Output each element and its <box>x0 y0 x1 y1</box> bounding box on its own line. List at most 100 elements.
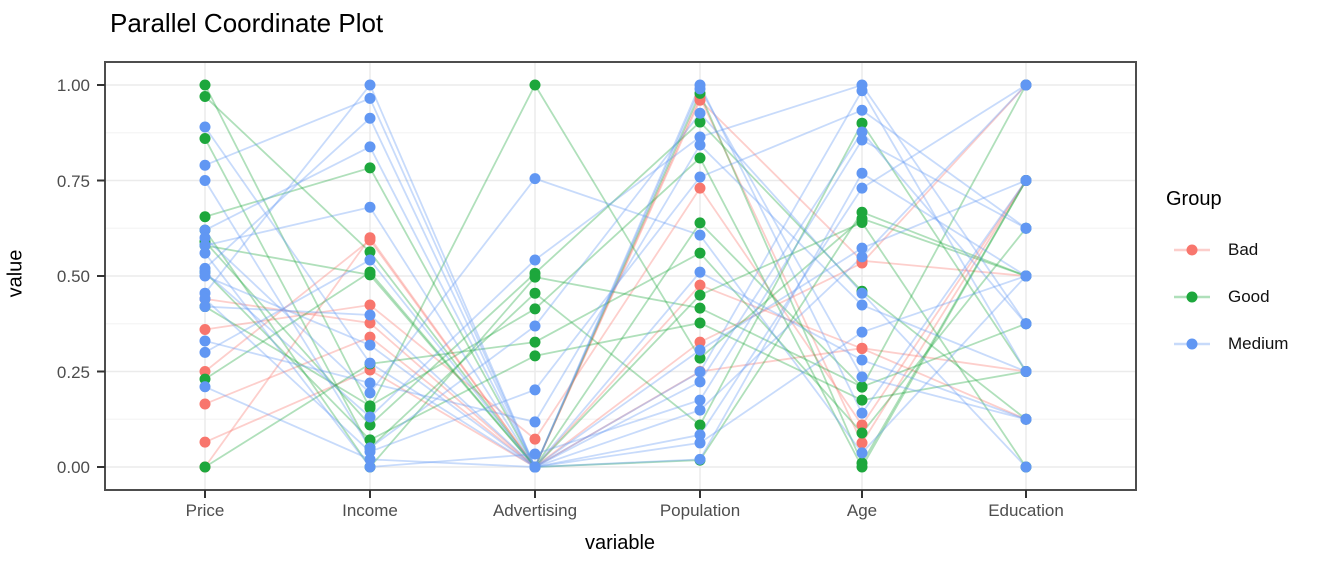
y-tick-label: 0.25 <box>56 362 90 382</box>
data-point-medium <box>1020 413 1032 425</box>
data-line-good <box>204 227 1027 468</box>
data-point-good <box>529 287 541 299</box>
y-tick-label: 0.50 <box>56 267 90 286</box>
data-point-medium <box>694 344 706 356</box>
data-point-bad <box>199 323 211 335</box>
data-line-bad <box>204 98 1027 469</box>
data-point-medium <box>364 201 376 213</box>
data-point-good <box>694 152 706 164</box>
data-point-medium <box>694 171 706 183</box>
data-point-medium <box>199 121 211 133</box>
data-point-good <box>364 246 376 258</box>
data-line-medium <box>204 179 1027 469</box>
data-point-medium <box>199 335 211 347</box>
legend-entry-good: Good <box>1172 285 1270 309</box>
data-point-good <box>364 266 376 278</box>
data-line-medium <box>204 171 1027 468</box>
data-point-medium <box>856 134 868 146</box>
data-point-bad <box>856 343 868 355</box>
data-point-medium <box>529 384 541 396</box>
data-point-medium <box>1020 318 1032 330</box>
data-point-medium <box>364 79 376 91</box>
data-point-medium <box>856 182 868 194</box>
data-line-good <box>204 229 1027 469</box>
data-line-bad <box>204 95 1027 469</box>
data-point-medium <box>694 139 706 151</box>
legend-entry-label: Good <box>1228 287 1270 306</box>
data-point-medium <box>199 301 211 313</box>
y-tick-label: 0.00 <box>56 458 90 477</box>
data-point-good <box>529 79 541 91</box>
data-point-good <box>694 352 706 364</box>
data-point-good <box>199 90 211 102</box>
x-axis-title: variable <box>584 532 656 554</box>
data-point-medium <box>364 387 376 399</box>
data-line-good <box>204 121 1027 450</box>
data-point-good <box>199 132 211 144</box>
data-point-medium <box>856 126 868 138</box>
data-point-good <box>364 162 376 174</box>
data-point-good <box>856 461 868 473</box>
data-point-good <box>529 350 541 362</box>
data-line-bad <box>204 84 1027 469</box>
data-line-medium <box>204 130 1027 469</box>
data-point-medium <box>364 446 376 458</box>
legend-entry-medium: Medium <box>1172 332 1288 356</box>
data-line-good <box>204 84 1027 469</box>
data-point-bad <box>199 436 211 448</box>
data-point-medium <box>856 104 868 116</box>
chart-title: Parallel Coordinate Plot <box>110 8 384 38</box>
data-line-medium <box>204 83 1027 419</box>
data-point-medium <box>529 320 541 332</box>
x-tick-label-age: Age <box>846 501 878 520</box>
x-tick-label-education: Education <box>988 501 1064 520</box>
data-point-good <box>694 247 706 259</box>
data-point-medium <box>529 416 541 428</box>
data-point-good <box>694 217 706 229</box>
data-line-medium <box>204 84 1027 469</box>
data-point-good <box>694 289 706 301</box>
data-point-medium <box>856 167 868 179</box>
data-point-medium <box>364 339 376 351</box>
data-point-good <box>856 206 868 218</box>
data-point-medium <box>856 299 868 311</box>
data-point-medium <box>364 453 376 465</box>
data-line-medium <box>204 83 1027 469</box>
data-line-medium <box>204 143 1027 423</box>
data-point-medium <box>199 381 211 393</box>
legend-key-icon <box>1174 338 1210 350</box>
data-point-medium <box>364 254 376 266</box>
data-point-medium <box>199 247 211 259</box>
data-point-medium <box>199 293 211 305</box>
data-line-bad <box>204 347 1027 469</box>
data-point-good <box>199 79 211 91</box>
x-tick-label-advertising: Advertising <box>492 501 578 520</box>
data-point-medium <box>364 377 376 389</box>
data-point-good <box>529 271 541 283</box>
data-point-medium <box>856 326 868 338</box>
data-line-medium <box>204 82 1027 469</box>
data-point-good <box>856 427 868 439</box>
data-point-good <box>364 434 376 446</box>
data-point-medium <box>199 175 211 186</box>
data-point-bad <box>694 279 706 291</box>
legend-entry-bad: Bad <box>1172 238 1258 262</box>
data-point-medium <box>199 224 211 236</box>
data-point-medium <box>694 404 706 416</box>
data-point-medium <box>856 79 868 91</box>
data-point-medium <box>1020 366 1032 377</box>
data-point-medium <box>364 357 376 369</box>
data-point-medium <box>1020 79 1032 91</box>
data-point-medium <box>694 453 706 465</box>
data-point-bad <box>856 437 868 449</box>
data-point-medium <box>856 371 868 383</box>
data-point-medium <box>199 270 211 282</box>
data-point-medium <box>364 112 376 124</box>
data-point-medium <box>364 92 376 104</box>
data-point-good <box>529 336 541 348</box>
data-point-good <box>199 211 211 223</box>
data-point-medium <box>694 83 706 95</box>
data-point-bad <box>199 366 211 377</box>
data-line-medium <box>204 177 1027 455</box>
